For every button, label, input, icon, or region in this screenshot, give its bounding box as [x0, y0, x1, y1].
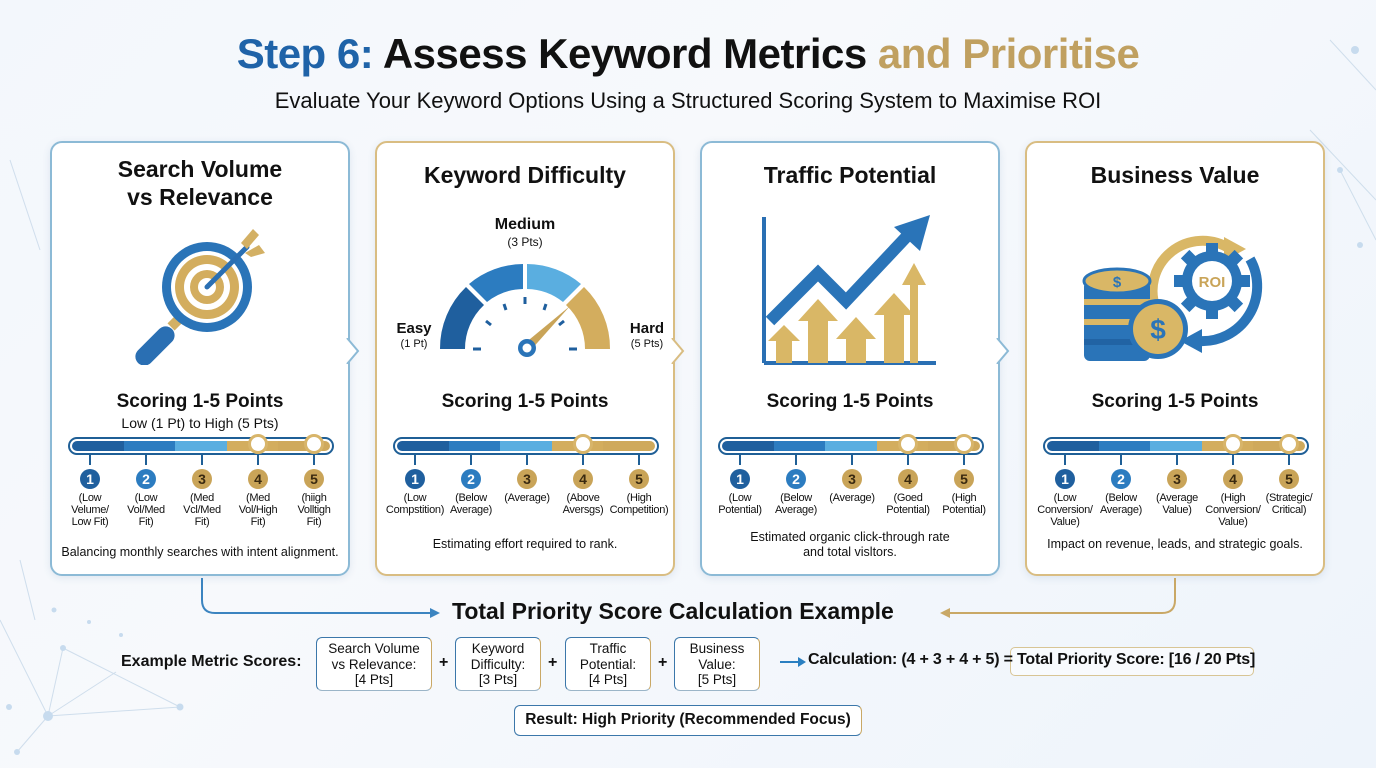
score-knob: [304, 434, 324, 454]
score-level-4: 4 (Med Vol/High Fit): [230, 455, 286, 528]
card-title: Search Volume vs Relevance: [117, 156, 283, 210]
score-knob: [898, 434, 918, 454]
coins-roi-gear-icon: ROI $ $: [1082, 235, 1263, 361]
score-level-3: 3 (Med Vcl/Med Fit): [174, 455, 230, 528]
score-level-2: 2 (Low Vol/Med Fit): [118, 455, 174, 528]
result-badge: Result: High Priority (Recommended Focus…: [514, 705, 862, 736]
score-level-1: 1 (Low Conversion/ Value): [1037, 455, 1093, 528]
score-knob: [573, 434, 593, 454]
score-level-1: 1 (Low Compstition): [386, 455, 444, 516]
calculation-formula: Calculation: (4 + 3 + 4 + 5) = Total Pri…: [808, 651, 1256, 668]
card-description: Impact on revenue, leads, and strategic …: [1047, 537, 1303, 551]
metric-box-search-volume: Search Volume vs Relevance: [4 Pts]: [316, 637, 432, 691]
metric-box-traffic-potential: Traffic Potential: [4 Pts]: [565, 637, 651, 691]
score-knob: [954, 434, 974, 454]
metric-box-keyword-difficulty: Keyword Difficulty: [3 Pts]: [455, 637, 541, 691]
scoring-heading: Scoring 1-5 Points: [441, 391, 609, 412]
target-magnifier-icon: [135, 229, 265, 365]
score-level-4: 4 (High Conversion/ Value): [1205, 455, 1261, 528]
card-business-value: Business Value ROI $ $: [1025, 141, 1325, 576]
score-level-3: 3 (Average Value): [1149, 455, 1205, 528]
card-keyword-difficulty: Keyword Difficulty Medium (3 Pts) Easy (…: [375, 141, 685, 576]
gauge-hard-label: Hard: [630, 320, 664, 337]
gauge-medium-points: (3 Pts): [507, 235, 542, 249]
score-level-5: 5 (Strategic/ Critical): [1261, 455, 1317, 528]
scoring-heading: Scoring 1-5 Points: [766, 391, 934, 412]
score-knob: [1279, 434, 1299, 454]
card-title: Business Value: [1090, 162, 1260, 188]
plus-sign: +: [548, 654, 558, 671]
title-main: Assess Keyword Metrics: [373, 30, 878, 77]
svg-text:$: $: [1150, 314, 1166, 345]
score-bar: [1043, 434, 1309, 455]
chevron-right-icon: [671, 338, 685, 364]
example-label: Example Metric Scores:: [121, 653, 302, 670]
svg-text:$: $: [1113, 274, 1122, 291]
score-level-1: 1 (Low Potential): [712, 455, 768, 516]
score-level-2: 2 (Below Average): [1093, 455, 1149, 528]
title-step: Step 6:: [236, 30, 374, 77]
chevron-right-icon: [346, 338, 360, 364]
card-traffic-potential: Traffic Potential Scoring 1-5 Points 1 (L…: [700, 141, 1010, 576]
score-level-5: 5 (High Potential): [936, 455, 992, 516]
total-score-highlight: [1010, 647, 1254, 676]
score-level-5: 5 (High Competition): [610, 455, 669, 516]
page-subtitle: Evaluate Your Keyword Options Using a St…: [274, 88, 1102, 113]
card-description: Estimated organic click-through rate and…: [750, 530, 950, 559]
scoring-range: Low (1 Pt) to High (5 Pts): [121, 415, 279, 431]
calculation-title: Total Priority Score Calculation Example: [452, 598, 894, 624]
scoring-heading: Scoring 1-5 Points: [1091, 391, 1259, 412]
score-level-4: 4 (Above Aversgs): [555, 455, 611, 516]
gauge-easy-label: Easy: [396, 320, 432, 337]
metric-box-business-value: Business Value: [5 Pts]: [674, 637, 760, 691]
growth-chart-icon: [762, 215, 936, 365]
score-bar: [718, 434, 984, 455]
scoring-heading: Scoring 1-5 Points: [116, 391, 284, 412]
roi-label: ROI: [1199, 274, 1226, 291]
card-description: Estimating effort required to rank.: [432, 537, 618, 551]
score-level-1: 1 (Low Velume/ Low Fit): [62, 455, 118, 528]
card-description: Balancing monthly searches with intent a…: [61, 545, 339, 559]
gauge-medium-label: Medium: [495, 216, 555, 233]
gauge-hard-points: (5 Pts): [631, 338, 663, 350]
score-level-4: 4 (Goed Potential): [880, 455, 936, 516]
page-title: Step 6: Assess Keyword Metrics and Prior…: [0, 30, 1376, 78]
card-search-volume: Search Volume vs Relevance Scoring 1-5 P…: [50, 141, 360, 576]
score-bar: [393, 434, 659, 455]
plus-sign: +: [658, 654, 668, 671]
title-accent: and Prioritise: [877, 30, 1140, 77]
card-title: Keyword Difficulty: [424, 162, 626, 188]
score-knob: [248, 434, 268, 454]
score-bar: [68, 434, 334, 455]
chevron-right-icon: [996, 338, 1010, 364]
score-level-2: 2 (Below Average): [768, 455, 824, 516]
gauge-icon: Medium (3 Pts) Easy (1 Pt) Hard (5 Pts): [396, 216, 664, 357]
arrow-right-icon: [780, 657, 806, 667]
gauge-easy-points: (1 Pt): [401, 338, 428, 350]
score-level-3: 3 (Average): [499, 455, 555, 516]
card-title: Traffic Potential: [763, 162, 937, 188]
plus-sign: +: [439, 654, 449, 671]
score-level-5: 5 (hiigh Volltigh Fit): [286, 455, 342, 528]
score-level-3: 3 (Average): [824, 455, 880, 516]
score-level-2: 2 (Below Average): [443, 455, 499, 516]
score-knob: [1223, 434, 1243, 454]
